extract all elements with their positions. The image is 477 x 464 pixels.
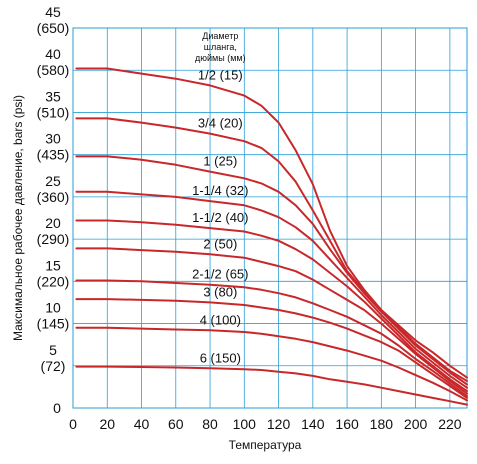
x-axis-label: Температура (229, 438, 302, 452)
y-tick-label-psi: (510) (37, 104, 70, 120)
y-tick-label-bar: 45 (45, 4, 61, 20)
x-tick-label: 220 (438, 416, 462, 432)
y-tick-label-psi: (580) (37, 62, 70, 78)
legend-title-line: дюймы (мм) (195, 53, 246, 63)
y-tick-label-bar: 40 (45, 46, 61, 62)
series-label: 6 (150) (200, 350, 241, 365)
x-tick-label: 40 (134, 416, 150, 432)
series-line-2 (75, 117, 468, 382)
series-line-6 (75, 247, 468, 395)
grid (73, 27, 467, 408)
y-axis-label: Максимальное рабочее давление, bars (psi… (11, 95, 25, 341)
y-tick-label-bar: 20 (45, 215, 61, 231)
x-tick-label: 180 (370, 416, 394, 432)
x-tick-label: 160 (335, 416, 359, 432)
x-tick-label: 120 (267, 416, 291, 432)
series-label: 2-1/2 (65) (192, 267, 248, 282)
y-tick-label-bar: 25 (45, 173, 61, 189)
series-line-1 (75, 67, 468, 379)
series-label: 2 (50) (203, 236, 237, 251)
plot-frame (72, 27, 468, 409)
series-line-5 (75, 219, 468, 393)
legend-title-line: Диаметр (202, 31, 238, 41)
series-line-8 (75, 298, 468, 399)
series-label: 1 (25) (203, 154, 237, 169)
y-tick-label-psi: (650) (37, 20, 70, 36)
series-label: 4 (100) (200, 312, 241, 327)
y-tick-label-bar: 15 (45, 257, 61, 273)
tick-labels: 0 20 40 60 80 100 120 140 160 180 200 22045(650)40(… (37, 4, 462, 432)
y-tick-label-psi: (145) (37, 316, 70, 332)
series-label: 3 (80) (203, 284, 237, 299)
x-tick-label: 80 (202, 416, 218, 432)
series-line-9 (75, 326, 468, 402)
y-tick-label-psi: (220) (37, 273, 70, 289)
series-line-7 (75, 279, 468, 398)
series-label: 1/2 (15) (198, 67, 243, 82)
x-tick-label: 140 (301, 416, 325, 432)
y-tick-label-psi: (435) (37, 147, 70, 163)
y-tick-label-bar: 35 (45, 88, 61, 104)
y-tick-label-bar: 0 (53, 400, 61, 416)
y-tick-label-psi: (290) (37, 231, 70, 247)
y-tick-label-psi: (360) (37, 189, 70, 205)
series-label: 1-1/2 (40) (192, 210, 248, 225)
axes (72, 27, 468, 409)
series-label: 1-1/4 (32) (192, 183, 248, 198)
y-tick-label-bar: 5 (49, 342, 57, 358)
x-tick-label: 200 (404, 416, 428, 432)
series-label: 3/4 (20) (198, 116, 243, 131)
y-tick-label-bar: 10 (45, 300, 61, 316)
series-lines (75, 67, 468, 406)
x-tick-label: 60 (168, 416, 184, 432)
series-line-4 (75, 190, 468, 389)
series-labels: 1/2 (15) 3/4 (20) 1 (25) 1-1/4 (32) 1-1/2 (4… (192, 67, 248, 365)
x-tick-label: 0 (69, 416, 77, 432)
legend-title-line: шланга, (204, 42, 237, 52)
y-tick-label-psi: (72) (41, 358, 66, 374)
x-tick-label: 20 (99, 416, 115, 432)
y-tick-label-bar: 30 (45, 131, 61, 147)
series-line-3 (75, 155, 468, 386)
series-line-10 (75, 365, 468, 406)
x-tick-label: 100 (233, 416, 257, 432)
